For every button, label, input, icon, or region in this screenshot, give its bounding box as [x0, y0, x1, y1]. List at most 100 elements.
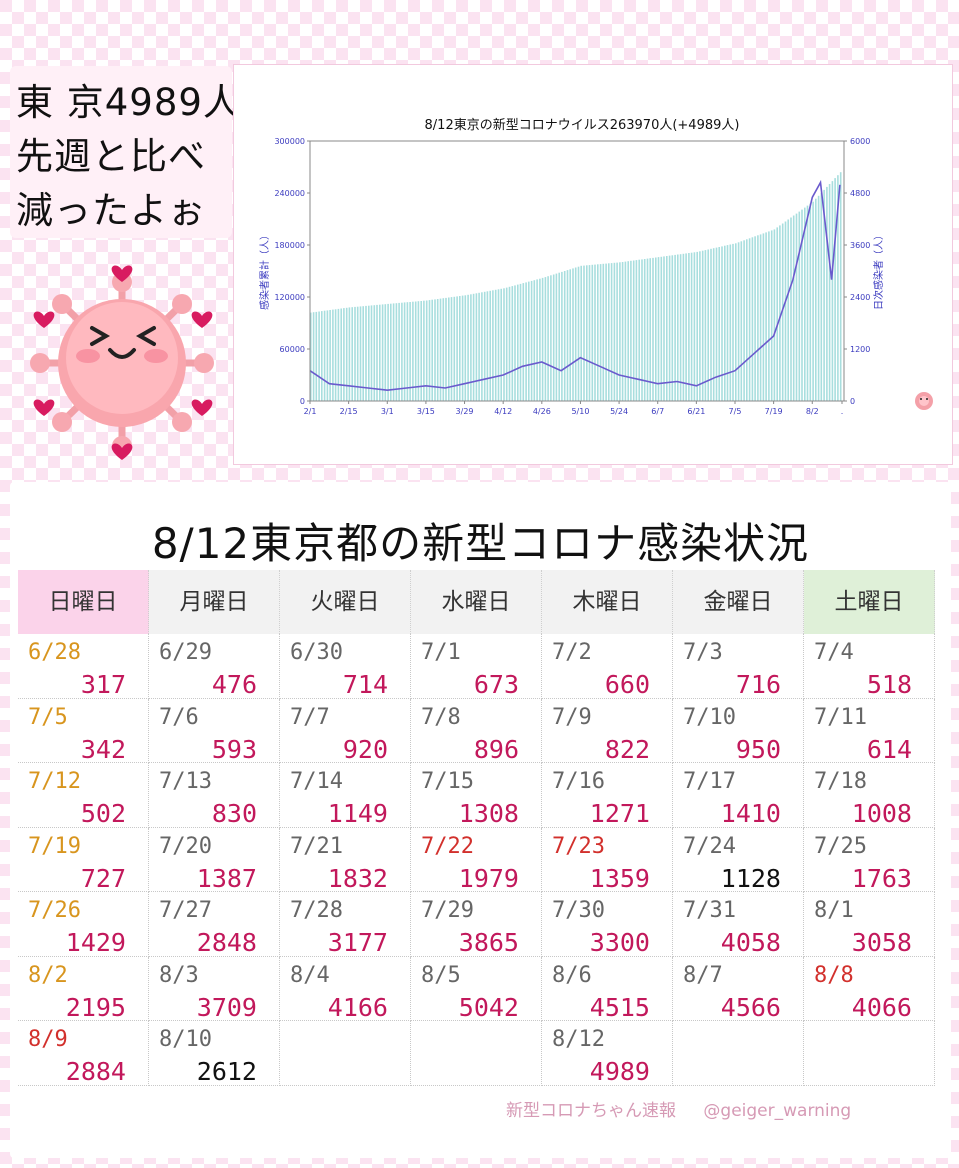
cell-date: 7/5 [28, 704, 68, 730]
cumulative-bar [608, 263, 610, 401]
cumulative-bar [616, 262, 618, 401]
cumulative-bar [566, 270, 569, 401]
cell-date: 7/23 [552, 833, 605, 859]
cumulative-bar [489, 290, 491, 401]
cumulative-bar [743, 240, 745, 401]
cumulative-bar [685, 253, 687, 401]
cumulative-bar [674, 254, 676, 401]
cumulative-bar [757, 235, 759, 401]
cumulative-bar [525, 282, 527, 401]
chart-axes: 0 60000 120000 180000 240000 300000 0 1200 2400 3… [274, 137, 870, 416]
cell-date: 8/4 [290, 962, 330, 988]
cumulative-bar [690, 252, 693, 401]
cumulative-bar [599, 264, 602, 401]
cell-value: 3177 [327, 928, 388, 957]
cumulative-bar [351, 307, 353, 401]
calendar-cell [411, 1021, 542, 1086]
calendar-cell: 7/24 1128 [673, 827, 804, 893]
cumulative-bar [390, 303, 392, 401]
x-tick-label: . [841, 407, 844, 416]
cumulative-bar [754, 236, 756, 401]
cell-date: 8/10 [159, 1027, 212, 1052]
cumulative-bar [428, 300, 431, 401]
cell-date: 7/25 [814, 833, 867, 859]
cell-value: 660 [604, 670, 650, 699]
table-title: 8/12東京都の新型コロナ感染状況 [151, 519, 810, 568]
cumulative-bar [586, 265, 588, 401]
cumulative-bar [776, 227, 778, 401]
calendar-cell: 8/7 4566 [673, 956, 804, 1022]
cumulative-bar [602, 263, 605, 401]
cell-date: 8/12 [552, 1027, 605, 1052]
calendar-cell: 7/14 1149 [280, 763, 411, 828]
cumulative-bar [406, 302, 409, 401]
cell-value: 950 [735, 734, 781, 764]
cell-value: 1832 [327, 863, 388, 893]
cumulative-bar [679, 254, 682, 401]
calendar-cell: 7/9 822 [542, 698, 673, 764]
daily-cases-line [309, 179, 841, 392]
cumulative-bar [464, 295, 467, 401]
cumulative-bar [715, 247, 718, 401]
cell-date: 7/19 [28, 833, 81, 859]
cumulative-bar [721, 246, 723, 401]
cumulative-bar [682, 253, 685, 401]
cumulative-bar [381, 304, 384, 401]
cumulative-bar [533, 280, 536, 401]
y-tick-label-left: 0 [300, 397, 305, 406]
cumulative-bar [519, 283, 522, 401]
calendar-cell: 7/27 2848 [149, 892, 280, 957]
cumulative-bar [594, 264, 596, 401]
cell-value: 1429 [65, 928, 126, 957]
cumulative-bar [729, 244, 732, 401]
cumulative-bar [635, 260, 638, 401]
calendar-cell: 7/31 4058 [673, 892, 804, 957]
x-tick-label: 3/15 [417, 407, 435, 416]
footer: 新型コロナちゃん速報 @geiger_warning [506, 1096, 873, 1121]
cumulative-bar [655, 257, 657, 401]
cumulative-bar [701, 250, 704, 401]
x-tick-label: 2/1 [304, 407, 317, 416]
cumulative-bar [461, 295, 464, 401]
cell-date: 7/24 [683, 833, 736, 859]
cell-value: 1308 [458, 799, 519, 828]
cumulative-bar [354, 306, 356, 401]
calendar-cell: 7/5 342 [18, 698, 149, 764]
cumulative-bar [831, 181, 834, 401]
cell-date: 8/5 [421, 962, 461, 988]
cell-value: 4058 [720, 928, 781, 957]
cumulative-bar [434, 299, 436, 401]
cumulative-bar [431, 299, 433, 401]
cell-value: 1008 [851, 799, 912, 828]
cumulative-bar [530, 280, 533, 401]
cumulative-bar [638, 259, 640, 401]
cumulative-bar [577, 266, 580, 401]
cumulative-bar [425, 300, 428, 401]
covid-chart: 8/12東京の新型コロナウイルス263970人(+4989人) 06000012… [258, 117, 933, 416]
cumulative-bar [574, 267, 577, 401]
calendar-cell: 8/8 4066 [804, 956, 935, 1022]
cell-date: 7/7 [290, 704, 330, 730]
headline-line-2: 先週と比べ [16, 135, 206, 178]
cumulative-bar [597, 264, 599, 401]
cumulative-bar [494, 289, 497, 401]
cumulative-bar [668, 255, 671, 401]
weekday-header: 日曜日 [18, 570, 149, 634]
footer-handle: @geiger_warning [703, 1101, 852, 1121]
cumulative-bar [359, 306, 362, 401]
cumulative-bar [815, 198, 817, 401]
cumulative-bar [384, 304, 387, 401]
weekday-header: 月曜日 [149, 570, 280, 634]
virus-mascot-icon [30, 265, 214, 460]
x-tick-label: 4/26 [533, 407, 551, 416]
cumulative-bar [409, 302, 411, 401]
cumulative-bar [823, 189, 825, 401]
cell-date: 6/28 [28, 640, 81, 665]
cumulative-bar [486, 291, 489, 401]
cell-date: 7/16 [552, 769, 605, 794]
cumulative-bar [539, 278, 541, 401]
calendar-cell [804, 1021, 935, 1086]
cumulative-bar [820, 192, 823, 401]
cell-date: 7/8 [421, 704, 461, 730]
cumulative-bar [809, 203, 812, 401]
